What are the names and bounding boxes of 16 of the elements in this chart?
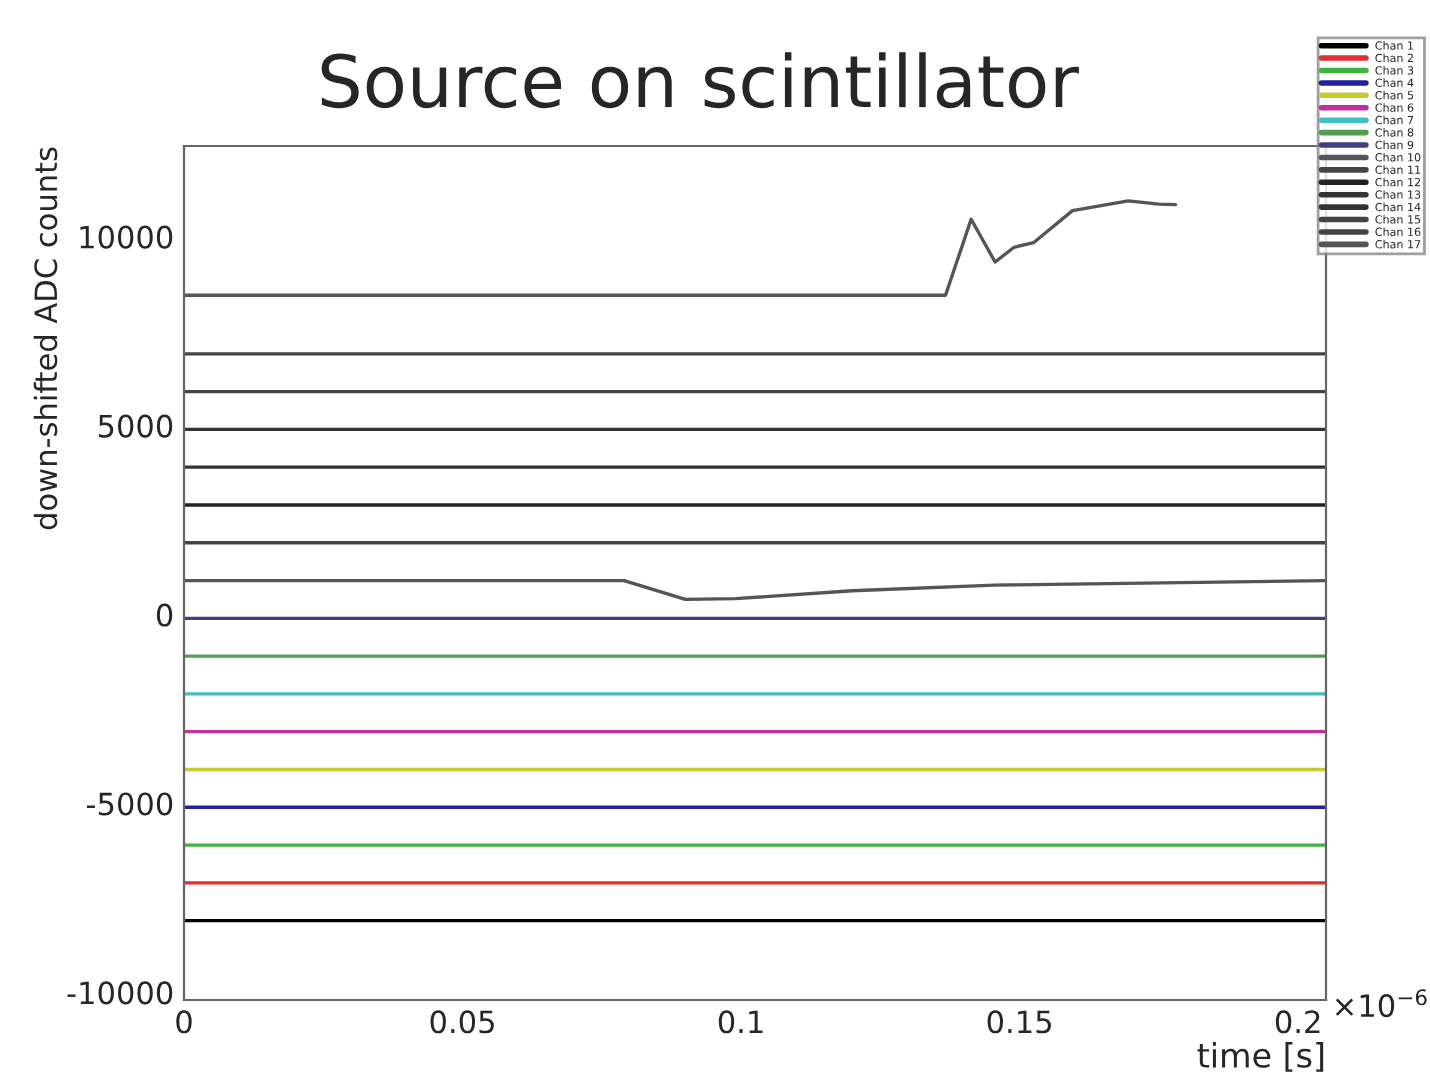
x-tick-label: 0.05 (430, 1010, 494, 1034)
y-tick-label: 0 (156, 603, 173, 627)
y-tick-label: 10000 (80, 225, 173, 249)
x-tick-label: 0.15 (987, 1010, 1051, 1034)
line-series (184, 578, 1326, 602)
text: ×10$^{−6}$ (1335, 989, 1427, 1018)
y-tick-label: -10000 (67, 981, 173, 1005)
x-tick-label: 0.1 (718, 1010, 763, 1034)
chart-title: Source on scintillator (321, 52, 1079, 109)
y-tick-label: -5000 (86, 792, 173, 816)
y-axis-title: down-shifted ADC counts (33, 147, 58, 530)
line-series (184, 199, 1178, 297)
x-axis-title: time [s] (1197, 1042, 1324, 1072)
x-tick-label: 0 (176, 1010, 192, 1034)
y-tick-label: 5000 (98, 414, 173, 438)
x-tick-label: 0.2 (1275, 1010, 1320, 1034)
